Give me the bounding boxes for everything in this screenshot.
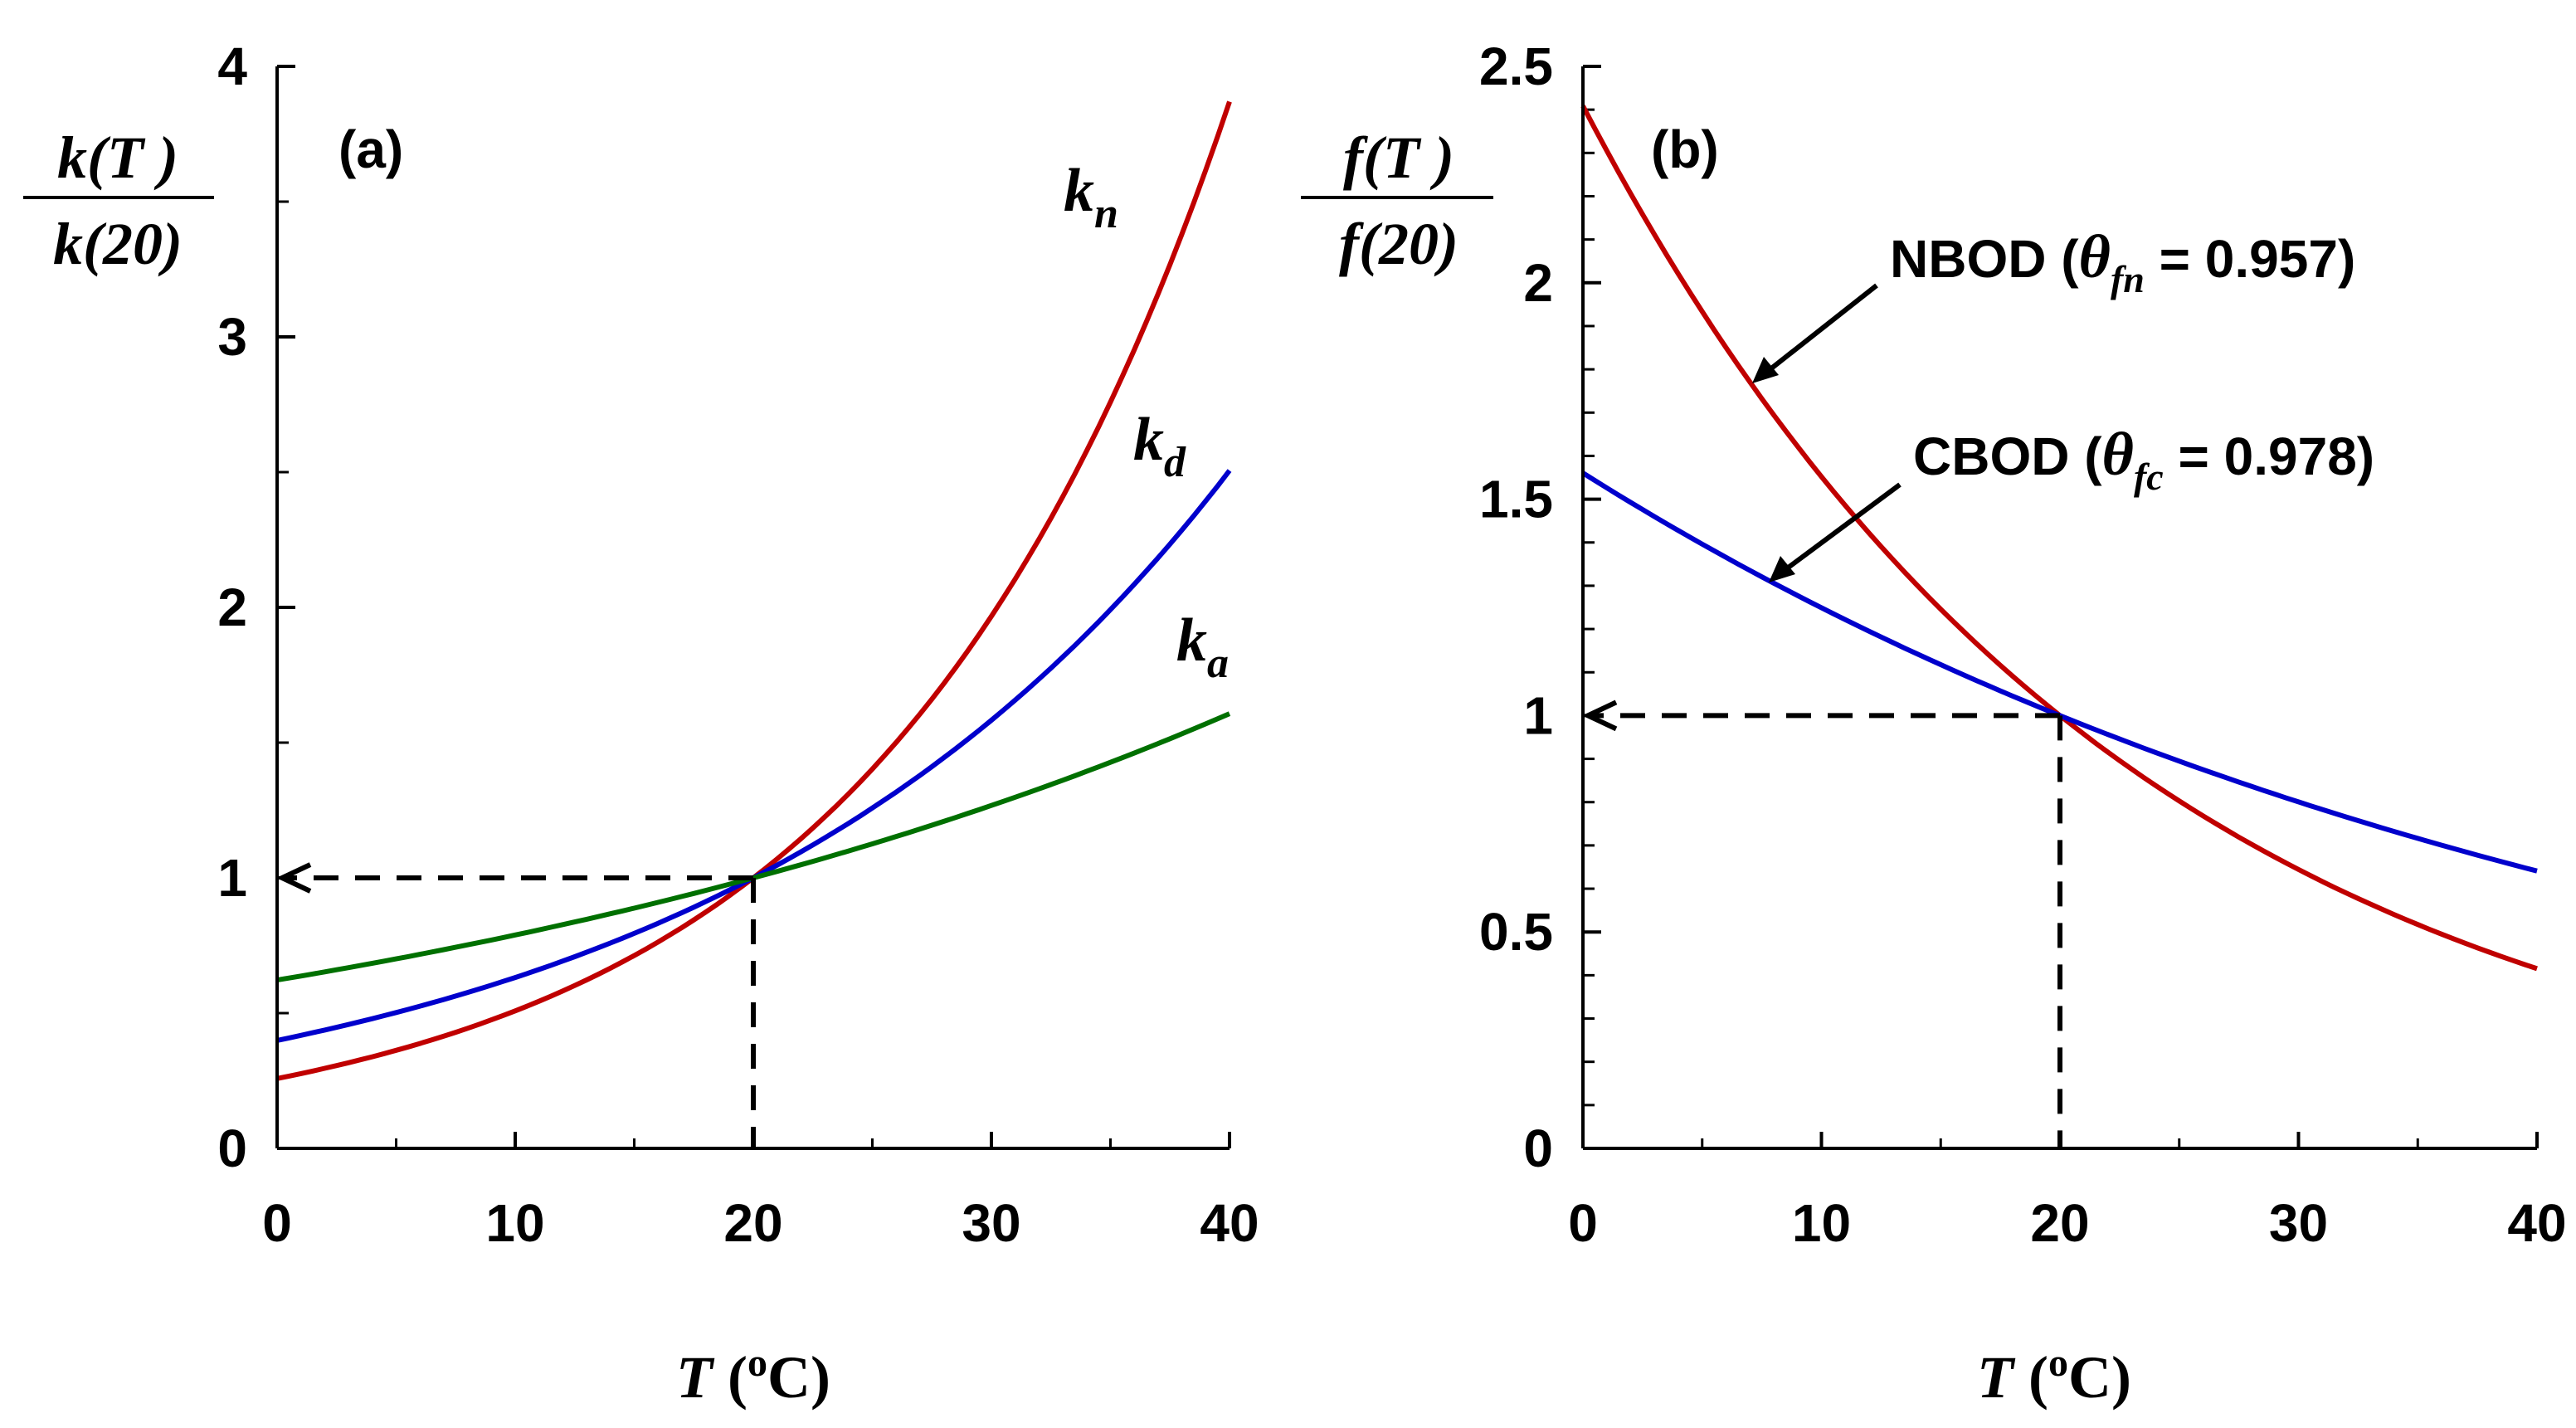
y-tick-label: 1.5 [1479, 470, 1553, 529]
panel-a-xlabel: T (oC) [676, 1341, 830, 1411]
panel-b-tick-labels: 0 10 20 30 40 0 0.5 1 1.5 2 2.5 [1479, 37, 2567, 1253]
y-tick-label: 0.5 [1479, 902, 1553, 962]
y-tick-label: 2 [1523, 253, 1553, 313]
ka-curve-label: ka [1176, 607, 1229, 687]
y-tick-label: 4 [217, 37, 247, 96]
y-tick-label: 2 [217, 578, 247, 637]
x-tick-label: 10 [485, 1193, 544, 1253]
panel-a-reference-lines [275, 862, 756, 1148]
nbod-annotation-label: NBOD (θfn = 0.957) [1890, 223, 2355, 300]
y-tick-label: 3 [217, 307, 247, 367]
panel-b-label: (b) [1651, 119, 1719, 179]
y-tick-label: 0 [1523, 1119, 1553, 1178]
x-tick-label: 20 [2030, 1193, 2089, 1253]
panel-b-xlabel: T (oC) [1977, 1341, 2131, 1411]
nbod-annotation-arrow [1765, 283, 1878, 374]
nbod-annotation-arrowhead [1752, 357, 1779, 383]
x-tick-label: 0 [262, 1193, 292, 1253]
x-tick-label: 40 [2507, 1193, 2566, 1253]
kn-curve-label: kn [1064, 157, 1118, 237]
x-tick-label: 30 [962, 1193, 1020, 1253]
panel-b: 0 10 20 30 40 0 0.5 1 1.5 2 2.5 (b) f(T ) f(20) T … [1301, 37, 2567, 1411]
x-tick-label: 40 [1200, 1193, 1259, 1253]
y-tick-label: 2.5 [1479, 37, 1553, 96]
panel-b-ylabel-denominator: f(20) [1339, 211, 1458, 277]
x-tick-label: 20 [723, 1193, 782, 1253]
reference-arrowhead [1581, 699, 1618, 732]
x-tick-label: 10 [1792, 1193, 1851, 1253]
cbod-annotation-arrow [1782, 482, 1902, 573]
cbod-annotation-label: CBOD (θfc = 0.978) [1913, 421, 2374, 498]
y-tick-label: 1 [1523, 685, 1553, 745]
panel-a-tick-labels: 0 10 20 30 40 0 1 2 3 4 [217, 37, 1259, 1253]
panel-a-ylabel-denominator: k(20) [53, 211, 183, 277]
panel-b-ylabel-numerator: f(T ) [1343, 124, 1454, 191]
panel-a: 0 10 20 30 40 0 1 2 3 4 (a) k(T ) k(20) T (oC) kn… [23, 37, 1259, 1411]
panel-a-ylabel-numerator: k(T ) [57, 124, 178, 191]
x-tick-label: 0 [1568, 1193, 1598, 1253]
cbod-annotation-arrowhead [1769, 556, 1795, 582]
y-tick-label: 0 [217, 1119, 247, 1178]
panel-a-ticks [275, 65, 1231, 1150]
x-tick-label: 30 [2269, 1193, 2328, 1253]
kd-curve-label: kd [1133, 406, 1186, 486]
panel-a-label: (a) [338, 119, 403, 179]
panel-b-reference-lines [1581, 699, 2062, 1148]
reference-arrowhead [275, 862, 312, 894]
y-tick-label: 1 [217, 848, 247, 908]
